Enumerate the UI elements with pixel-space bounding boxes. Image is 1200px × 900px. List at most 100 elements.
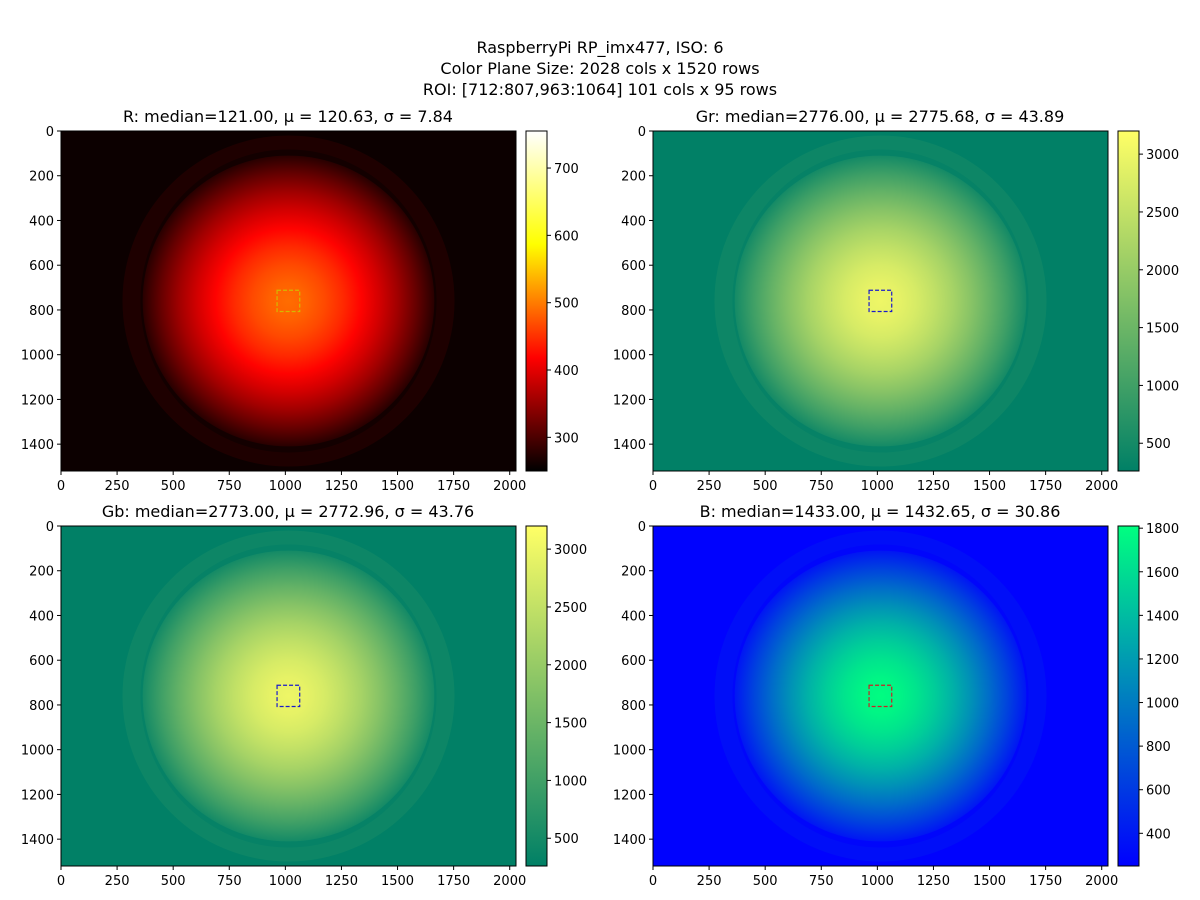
gb-xtick-label: 750 <box>217 874 242 889</box>
gb-colorbar-tick-label: 1000 <box>554 774 587 789</box>
gr-xtick-label: 1250 <box>917 479 950 494</box>
gb-xtick-label: 250 <box>105 874 130 889</box>
b-ytick-label: 0 <box>638 520 646 535</box>
panel-b: B: median=1433.00, μ = 1432.65, σ = 30.8… <box>613 502 1179 889</box>
gb-xtick-label: 1250 <box>325 874 358 889</box>
gb-xtick-label: 1000 <box>269 874 302 889</box>
b-xtick-label: 1500 <box>973 874 1006 889</box>
r-colorbar-tick-label: 300 <box>554 431 579 446</box>
gr-xtick-label: 1750 <box>1029 479 1062 494</box>
r-xtick-label: 250 <box>105 479 130 494</box>
gb-ytick-label: 1200 <box>21 788 54 803</box>
b-vignette <box>734 550 1027 842</box>
r-xtick-label: 1750 <box>437 479 470 494</box>
b-colorbar-tick-label: 400 <box>1146 827 1171 842</box>
gb-ytick-label: 1400 <box>21 833 54 848</box>
b-colorbar-tick-label: 1200 <box>1146 653 1179 668</box>
r-roi-box <box>276 289 301 313</box>
gb-ytick-label: 400 <box>29 609 54 624</box>
gb-roi-box <box>276 684 301 708</box>
r-xtick-label: 1250 <box>325 479 358 494</box>
gb-ytick-label: 0 <box>46 520 54 535</box>
gr-ytick-label: 800 <box>621 304 646 319</box>
gb-xtick-label: 500 <box>161 874 186 889</box>
b-xtick-label: 2000 <box>1085 874 1118 889</box>
gr-ytick-label: 1400 <box>613 438 646 453</box>
gr-xtick-label: 2000 <box>1085 479 1118 494</box>
b-colorbar-tick-label: 1600 <box>1146 566 1179 581</box>
b-xtick-label: 500 <box>753 874 778 889</box>
gr-colorbar-tick-label: 3000 <box>1146 148 1179 163</box>
r-xtick-label: 500 <box>161 479 186 494</box>
b-xtick-label: 1250 <box>917 874 950 889</box>
b-colorbar-tick-label: 600 <box>1146 784 1171 799</box>
gr-ytick-label: 400 <box>621 214 646 229</box>
b-ytick-label: 400 <box>621 609 646 624</box>
panel-gr-title: Gr: median=2776.00, μ = 2775.68, σ = 43.… <box>696 107 1065 126</box>
figure-title-line-2: Color Plane Size: 2028 cols x 1520 rows <box>440 59 759 78</box>
panel-r-title: R: median=121.00, μ = 120.63, σ = 7.84 <box>123 107 453 126</box>
gr-xtick-label: 0 <box>649 479 657 494</box>
gr-xtick-label: 1500 <box>973 479 1006 494</box>
r-colorbar-tick-label: 700 <box>554 162 579 177</box>
r-colorbar-tick-label: 500 <box>554 297 579 312</box>
gr-colorbar <box>1117 130 1140 472</box>
gr-ytick-label: 600 <box>621 259 646 274</box>
gr-xtick-label: 500 <box>753 479 778 494</box>
gb-axes-frame <box>60 525 517 867</box>
gr-xtick-label: 750 <box>809 479 834 494</box>
b-colorbar-tick-label: 1400 <box>1146 609 1179 624</box>
gr-colorbar-tick-label: 1000 <box>1146 379 1179 394</box>
gb-xtick-label: 1500 <box>381 874 414 889</box>
gb-xtick-label: 0 <box>57 874 65 889</box>
gb-colorbar-tick-label: 2000 <box>554 659 587 674</box>
b-colorbar-tick-label: 1000 <box>1146 697 1179 712</box>
gb-xtick-label: 1750 <box>437 874 470 889</box>
panel-gr: Gr: median=2776.00, μ = 2775.68, σ = 43.… <box>613 107 1179 494</box>
r-xtick-label: 1000 <box>269 479 302 494</box>
gb-xtick-label: 2000 <box>493 874 526 889</box>
gb-ytick-label: 800 <box>29 699 54 714</box>
panel-gb-title: Gb: median=2773.00, μ = 2772.96, σ = 43.… <box>102 502 474 521</box>
r-ytick-label: 800 <box>29 304 54 319</box>
gr-vignette <box>734 155 1027 447</box>
r-xtick-label: 750 <box>217 479 242 494</box>
b-xtick-label: 0 <box>649 874 657 889</box>
b-xtick-label: 1000 <box>861 874 894 889</box>
gr-ytick-label: 0 <box>638 125 646 140</box>
r-colorbar-tick-label: 400 <box>554 364 579 379</box>
gb-colorbar-tick-label: 2500 <box>554 601 587 616</box>
gb-vignette <box>142 550 435 842</box>
gr-colorbar-tick-label: 500 <box>1146 437 1171 452</box>
r-xtick-label: 2000 <box>493 479 526 494</box>
b-ytick-label: 1400 <box>613 833 646 848</box>
gr-axes-frame <box>652 130 1109 472</box>
gb-colorbar-tick-label: 3000 <box>554 543 587 558</box>
b-ytick-label: 200 <box>621 565 646 580</box>
r-axes-frame <box>60 130 517 472</box>
r-vignette <box>142 155 435 447</box>
r-xtick-label: 1500 <box>381 479 414 494</box>
b-xtick-label: 250 <box>697 874 722 889</box>
b-colorbar-tick-label: 800 <box>1146 740 1171 755</box>
gb-ytick-label: 200 <box>29 565 54 580</box>
b-ytick-label: 800 <box>621 699 646 714</box>
b-colorbar-tick-label: 1800 <box>1146 522 1179 537</box>
r-xtick-label: 0 <box>57 479 65 494</box>
gr-colorbar-tick-label: 2500 <box>1146 206 1179 221</box>
r-ytick-label: 1200 <box>21 393 54 408</box>
r-ytick-label: 0 <box>46 125 54 140</box>
gr-colorbar-tick-label: 1500 <box>1146 322 1179 337</box>
gb-ytick-label: 600 <box>29 654 54 669</box>
gb-ytick-label: 1000 <box>21 744 54 759</box>
r-ytick-label: 600 <box>29 259 54 274</box>
b-ytick-label: 600 <box>621 654 646 669</box>
gb-colorbar <box>525 525 548 867</box>
panel-b-title: B: median=1433.00, μ = 1432.65, σ = 30.8… <box>700 502 1061 521</box>
r-ytick-label: 1400 <box>21 438 54 453</box>
r-ytick-label: 200 <box>29 170 54 185</box>
panel-r: R: median=121.00, μ = 120.63, σ = 7.84 0… <box>21 107 579 494</box>
r-colorbar-tick-label: 600 <box>554 229 579 244</box>
gr-xtick-label: 1000 <box>861 479 894 494</box>
